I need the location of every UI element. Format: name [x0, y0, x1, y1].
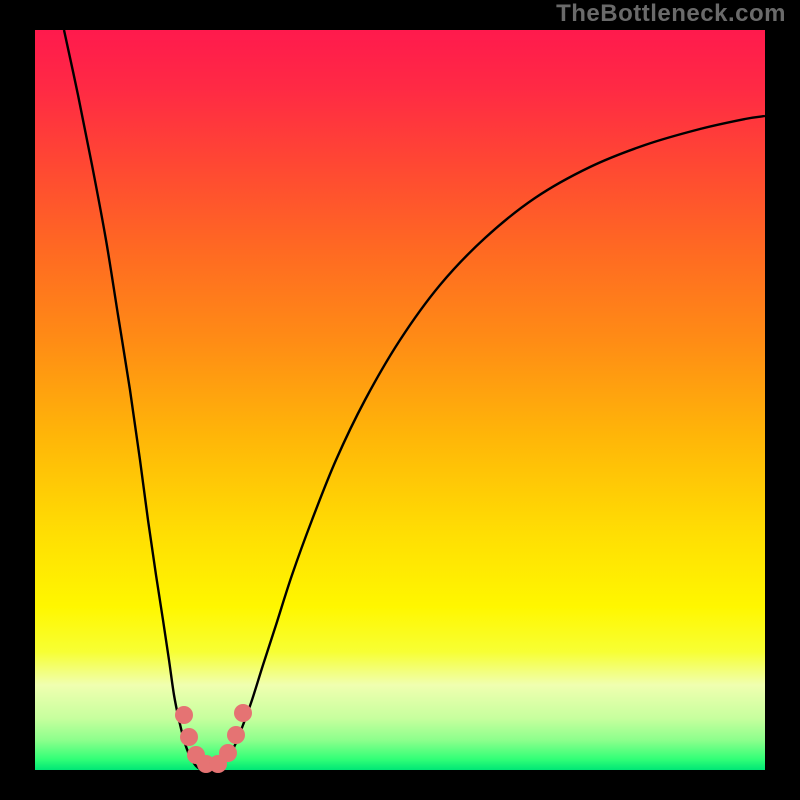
- marker-dot: [175, 706, 193, 724]
- bottleneck-chart: [0, 0, 800, 800]
- marker-dot: [219, 744, 237, 762]
- watermark-text: TheBottleneck.com: [556, 0, 786, 28]
- marker-dot: [234, 704, 252, 722]
- chart-container: TheBottleneck.com: [0, 0, 800, 800]
- marker-dot: [227, 726, 245, 744]
- marker-dot: [180, 728, 198, 746]
